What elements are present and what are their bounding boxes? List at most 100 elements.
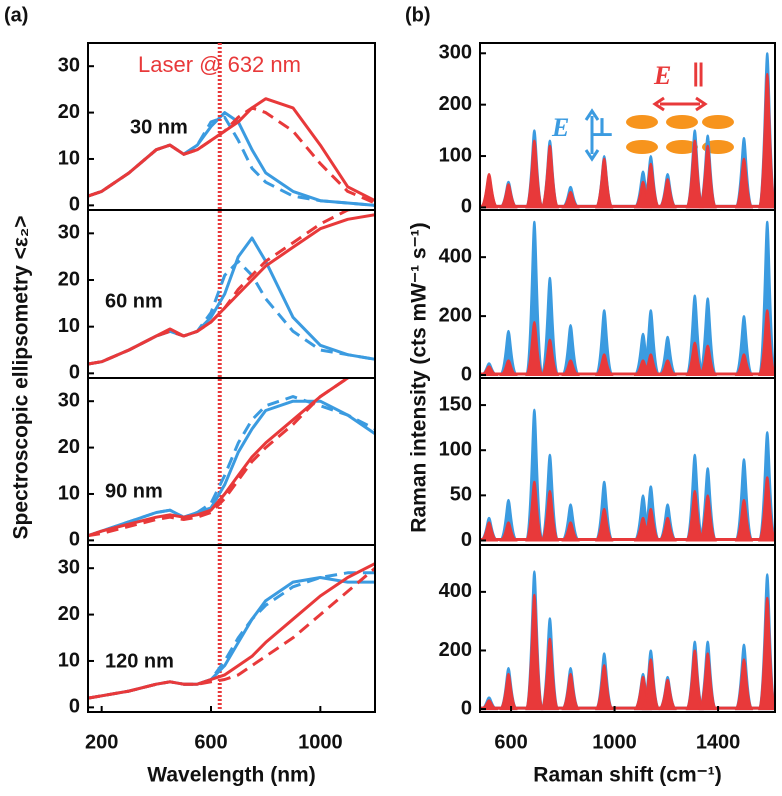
y-tick-label: 200 bbox=[439, 93, 472, 115]
peak bbox=[658, 359, 677, 377]
particle bbox=[702, 115, 734, 129]
plot-area bbox=[88, 97, 375, 207]
y-tick-label: 100 bbox=[439, 438, 472, 460]
y-tick-label: 50 bbox=[450, 484, 472, 506]
peak bbox=[594, 353, 614, 377]
peak bbox=[561, 191, 580, 209]
y-tick-label: 0 bbox=[69, 696, 80, 718]
plot-area bbox=[480, 52, 775, 209]
peak bbox=[524, 320, 545, 377]
plot-area bbox=[480, 570, 775, 711]
y-tick-label: 0 bbox=[461, 697, 472, 719]
panel-frame bbox=[479, 42, 776, 211]
peak bbox=[733, 658, 754, 711]
peak bbox=[733, 157, 754, 209]
y-tick-label: 20 bbox=[58, 436, 80, 458]
y-tick-label: 300 bbox=[439, 42, 472, 64]
y-tick-label: 20 bbox=[58, 603, 80, 625]
plot-area bbox=[88, 562, 375, 700]
parallel-arrow bbox=[652, 96, 708, 112]
y-tick-label: 0 bbox=[69, 194, 80, 216]
peak bbox=[499, 521, 518, 542]
peak bbox=[658, 516, 678, 542]
laser-annotation: Laser @ 632 nm bbox=[138, 52, 301, 77]
x-axis-label: Raman shift (cm⁻¹) bbox=[533, 764, 721, 787]
thickness-label: 90 nm bbox=[105, 480, 163, 502]
particle bbox=[666, 115, 698, 129]
peak bbox=[640, 309, 661, 377]
y-tick-label: 0 bbox=[69, 362, 80, 384]
peak bbox=[697, 494, 718, 542]
thickness-label: 120 nm bbox=[105, 650, 174, 672]
panel-label: (a) bbox=[4, 4, 28, 26]
peak bbox=[684, 294, 705, 377]
peak bbox=[757, 72, 775, 209]
plot-area bbox=[88, 210, 375, 366]
y-tick-label: 200 bbox=[439, 304, 472, 326]
peak bbox=[757, 309, 775, 377]
solid-curve bbox=[88, 562, 375, 700]
x-tick-label: 1400 bbox=[696, 731, 741, 753]
peak bbox=[539, 144, 560, 209]
panel-frame bbox=[479, 377, 776, 546]
peak bbox=[684, 489, 705, 542]
y-tick-label: 30 bbox=[58, 556, 80, 578]
x-tick-label: 1000 bbox=[592, 731, 637, 753]
peak bbox=[594, 664, 615, 711]
peak bbox=[499, 359, 518, 377]
thickness-label: 30 nm bbox=[130, 116, 188, 138]
peak bbox=[524, 480, 545, 542]
y-tick-label: 0 bbox=[69, 529, 80, 551]
peak bbox=[561, 521, 580, 542]
peak bbox=[733, 498, 754, 542]
solid-curve bbox=[88, 399, 375, 538]
peak bbox=[524, 220, 545, 377]
peak bbox=[480, 699, 499, 711]
peak bbox=[640, 162, 661, 209]
peak bbox=[560, 672, 581, 711]
y-tick-label: 30 bbox=[58, 389, 80, 411]
e-perp-label: E⃗⊥ bbox=[551, 113, 615, 142]
peak bbox=[684, 649, 705, 711]
perp-arrow bbox=[584, 108, 600, 162]
x-tick-label: 600 bbox=[494, 731, 527, 753]
dashed-curve bbox=[88, 567, 375, 700]
peak bbox=[594, 309, 615, 377]
thickness-label: 60 nm bbox=[105, 290, 163, 312]
y-tick-label: 30 bbox=[58, 222, 80, 244]
y-tick-label: 150 bbox=[439, 393, 472, 415]
solid-curve bbox=[88, 576, 375, 700]
peak bbox=[498, 329, 519, 377]
particle bbox=[666, 140, 698, 154]
y-axis-label: Spectroscopic ellipsometry <ε₂> bbox=[10, 216, 33, 540]
x-axis-label: Wavelength (nm) bbox=[147, 764, 315, 787]
x-tick-label: 200 bbox=[85, 731, 118, 753]
peak bbox=[499, 183, 518, 209]
peak bbox=[657, 335, 678, 377]
y-tick-label: 0 bbox=[461, 529, 472, 551]
y-tick-label: 0 bbox=[461, 363, 472, 385]
peak bbox=[560, 323, 581, 377]
peak bbox=[734, 353, 754, 377]
peak bbox=[684, 139, 705, 209]
dashed-curve bbox=[88, 378, 353, 538]
peak bbox=[641, 353, 661, 377]
solid-curve bbox=[88, 378, 353, 538]
plot-area bbox=[480, 220, 775, 377]
peak bbox=[539, 276, 560, 377]
panel-frame bbox=[479, 209, 776, 379]
y-tick-label: 100 bbox=[439, 144, 472, 166]
peak bbox=[640, 658, 661, 711]
peak bbox=[524, 139, 545, 209]
peak bbox=[524, 593, 545, 711]
peak bbox=[480, 521, 499, 542]
y-axis-label: Raman intensity (cts mW⁻¹ s⁻¹) bbox=[408, 222, 431, 532]
e-parallel-label: E⃗∥ bbox=[653, 61, 705, 90]
y-tick-label: 200 bbox=[439, 639, 472, 661]
peak bbox=[658, 678, 678, 711]
peak bbox=[697, 652, 718, 711]
peak bbox=[697, 297, 718, 377]
peak bbox=[757, 476, 775, 542]
peak bbox=[757, 596, 775, 711]
dashed-curve bbox=[88, 210, 357, 366]
